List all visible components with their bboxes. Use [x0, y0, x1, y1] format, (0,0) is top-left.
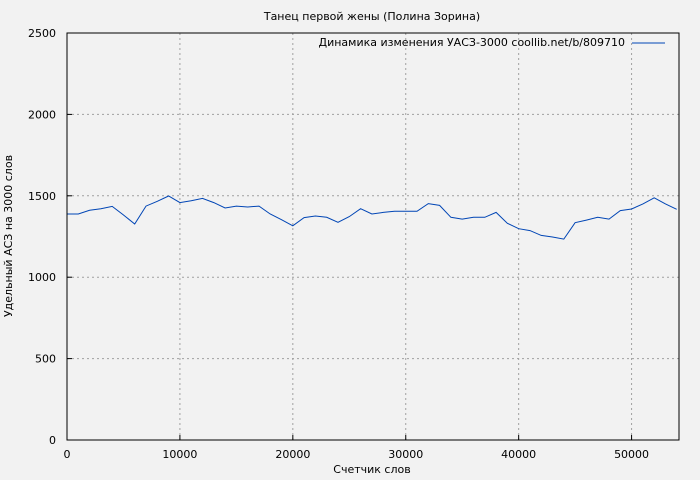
y-tick-label: 1500 [28, 190, 56, 203]
x-tick-label: 40000 [501, 448, 536, 461]
y-tick-label: 2500 [28, 27, 56, 40]
x-tick-label: 0 [64, 448, 71, 461]
x-tick-label: 20000 [275, 448, 310, 461]
y-axis-label: Удельный АСЗ на 3000 слов [2, 155, 15, 317]
x-axis-label: Счетчик слов [333, 463, 410, 476]
y-tick-label: 500 [35, 353, 56, 366]
legend-label: Динамика изменения УАСЗ-3000 coollib.net… [319, 36, 626, 49]
x-tick-label: 30000 [388, 448, 423, 461]
grid [67, 33, 679, 440]
y-tick-label: 0 [49, 434, 56, 447]
plot-border [66, 32, 680, 441]
series-line [67, 195, 677, 240]
chart-title: Танец первой жены (Полина Зорина) [263, 10, 480, 23]
legend: Динамика изменения УАСЗ-3000 coollib.net… [319, 36, 665, 49]
y-tick-label: 2000 [28, 108, 56, 121]
y-tick-label: 1000 [28, 271, 56, 284]
x-tick-label: 50000 [614, 448, 649, 461]
x-tick-label: 10000 [162, 448, 197, 461]
axis-ticks: 0 10000 20000 30000 40000 50000 0 500 1000 1500 20… [28, 27, 649, 461]
